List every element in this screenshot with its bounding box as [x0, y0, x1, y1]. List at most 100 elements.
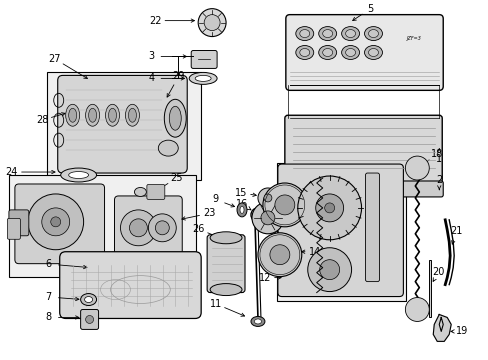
Ellipse shape — [195, 75, 211, 81]
Circle shape — [324, 203, 334, 213]
FancyBboxPatch shape — [60, 252, 201, 319]
Circle shape — [269, 245, 289, 265]
Ellipse shape — [299, 30, 309, 37]
Polygon shape — [432, 315, 450, 341]
Circle shape — [28, 194, 83, 250]
Ellipse shape — [65, 104, 80, 126]
Text: 24: 24 — [6, 167, 18, 177]
Text: 18: 18 — [429, 149, 442, 159]
Circle shape — [307, 248, 351, 292]
Text: 2: 2 — [435, 175, 442, 185]
Text: 23: 23 — [203, 208, 215, 219]
Circle shape — [258, 188, 277, 208]
FancyBboxPatch shape — [279, 181, 442, 197]
Text: 6: 6 — [45, 259, 52, 269]
Text: 5: 5 — [366, 4, 373, 14]
Circle shape — [148, 214, 176, 242]
Ellipse shape — [61, 168, 96, 182]
Text: 27: 27 — [48, 54, 61, 64]
Text: 21: 21 — [449, 226, 462, 236]
Circle shape — [41, 208, 69, 236]
Ellipse shape — [364, 27, 382, 41]
FancyBboxPatch shape — [58, 75, 187, 173]
Circle shape — [129, 219, 147, 237]
Circle shape — [85, 315, 93, 323]
Ellipse shape — [134, 188, 146, 197]
Ellipse shape — [81, 293, 96, 306]
Text: 20: 20 — [432, 266, 444, 276]
Ellipse shape — [169, 106, 181, 130]
Circle shape — [203, 15, 220, 31]
Polygon shape — [428, 260, 430, 318]
Circle shape — [274, 195, 294, 215]
Ellipse shape — [84, 297, 92, 302]
Ellipse shape — [341, 45, 359, 59]
Circle shape — [405, 156, 428, 180]
Text: 28: 28 — [36, 115, 48, 125]
Ellipse shape — [108, 108, 116, 122]
Bar — [276, 163, 406, 301]
Circle shape — [263, 183, 306, 227]
Ellipse shape — [318, 45, 336, 59]
Text: 25: 25 — [169, 173, 182, 183]
FancyBboxPatch shape — [15, 184, 104, 264]
FancyBboxPatch shape — [9, 210, 29, 236]
Ellipse shape — [368, 49, 378, 57]
FancyBboxPatch shape — [146, 184, 164, 199]
Ellipse shape — [237, 203, 246, 217]
FancyBboxPatch shape — [207, 235, 244, 293]
Bar — [47, 72, 201, 180]
Text: 3: 3 — [148, 51, 154, 62]
Circle shape — [251, 202, 283, 234]
Circle shape — [405, 298, 428, 321]
Ellipse shape — [240, 206, 244, 213]
Ellipse shape — [164, 99, 186, 137]
Ellipse shape — [88, 108, 96, 122]
Circle shape — [51, 217, 61, 227]
Ellipse shape — [210, 232, 242, 244]
Text: 15: 15 — [234, 188, 247, 198]
Text: 10: 10 — [269, 231, 281, 241]
Circle shape — [198, 9, 225, 37]
Ellipse shape — [105, 104, 119, 126]
Bar — [9, 175, 196, 276]
Ellipse shape — [299, 49, 309, 57]
Ellipse shape — [85, 104, 100, 126]
Text: 13: 13 — [259, 208, 271, 218]
Ellipse shape — [68, 108, 77, 122]
Text: 19: 19 — [455, 327, 468, 336]
Ellipse shape — [254, 319, 261, 324]
Text: JZF=3: JZF=3 — [406, 36, 421, 41]
FancyBboxPatch shape — [285, 115, 441, 183]
Circle shape — [120, 210, 156, 246]
Ellipse shape — [250, 316, 264, 327]
FancyBboxPatch shape — [285, 15, 442, 90]
Ellipse shape — [322, 49, 332, 57]
Ellipse shape — [128, 108, 136, 122]
Ellipse shape — [345, 49, 355, 57]
FancyBboxPatch shape — [365, 173, 379, 282]
Circle shape — [297, 176, 361, 240]
Ellipse shape — [125, 104, 139, 126]
Circle shape — [319, 260, 339, 280]
Ellipse shape — [189, 72, 217, 84]
Text: 4: 4 — [148, 73, 154, 84]
FancyBboxPatch shape — [7, 219, 20, 239]
Ellipse shape — [68, 171, 88, 179]
Ellipse shape — [295, 45, 313, 59]
FancyBboxPatch shape — [114, 196, 182, 262]
Text: 8: 8 — [45, 312, 52, 323]
Text: 14: 14 — [308, 247, 320, 257]
Circle shape — [258, 233, 301, 276]
Ellipse shape — [318, 27, 336, 41]
Text: 11: 11 — [209, 299, 222, 309]
Text: 22: 22 — [149, 15, 161, 26]
Text: 16: 16 — [236, 199, 248, 209]
Text: 7: 7 — [45, 292, 52, 302]
Circle shape — [261, 211, 274, 225]
Text: 12: 12 — [258, 273, 270, 283]
Ellipse shape — [210, 284, 242, 296]
Ellipse shape — [345, 30, 355, 37]
FancyBboxPatch shape — [277, 164, 403, 297]
Circle shape — [155, 221, 169, 235]
